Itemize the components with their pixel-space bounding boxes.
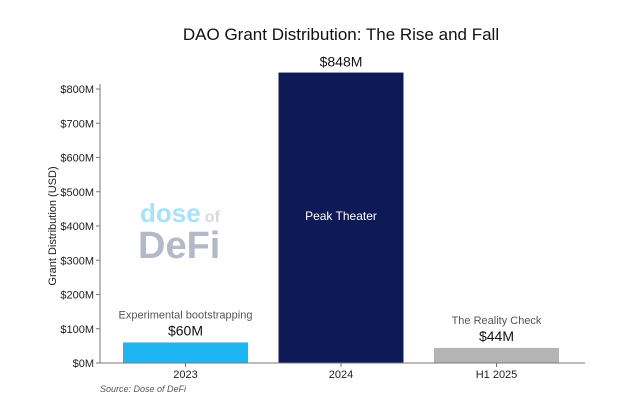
bar-annotation: The Reality Check bbox=[452, 315, 542, 327]
y-tick-label: $300M bbox=[60, 255, 94, 267]
y-tick-label: $0M bbox=[73, 358, 94, 370]
x-tick-label: 2024 bbox=[329, 369, 353, 381]
watermark-defi: DeFi bbox=[138, 225, 220, 267]
y-tick-label: $800M bbox=[60, 84, 94, 96]
chart-title: DAO Grant Distribution: The Rise and Fal… bbox=[183, 25, 499, 44]
x-tick-label: H1 2025 bbox=[476, 369, 518, 381]
bar-annotation: Peak Theater bbox=[305, 209, 377, 223]
value-label: $848M bbox=[320, 54, 363, 70]
y-tick-label: $400M bbox=[60, 221, 94, 233]
y-tick-label: $100M bbox=[60, 324, 94, 336]
source-note: Source: Dose of DeFi bbox=[100, 384, 187, 394]
bar-annotation: Experimental bootstrapping bbox=[119, 309, 253, 321]
value-label: $44M bbox=[479, 328, 514, 344]
y-axis-label: Grant Distribution (USD) bbox=[47, 166, 59, 285]
x-tick-label: 2023 bbox=[173, 369, 197, 381]
y-tick-label: $200M bbox=[60, 290, 94, 302]
bar-2023 bbox=[123, 342, 248, 363]
watermark-dose: dose bbox=[140, 198, 201, 228]
y-tick-label: $700M bbox=[60, 118, 94, 130]
bar-2024 bbox=[278, 72, 404, 363]
y-tick-label: $600M bbox=[60, 153, 94, 165]
watermark-logo: dose of DeFi bbox=[138, 198, 220, 267]
y-tick-label: $500M bbox=[60, 187, 94, 199]
value-label: $60M bbox=[168, 322, 203, 338]
watermark-of: of bbox=[205, 209, 221, 226]
bar-h1-2025 bbox=[434, 347, 559, 363]
